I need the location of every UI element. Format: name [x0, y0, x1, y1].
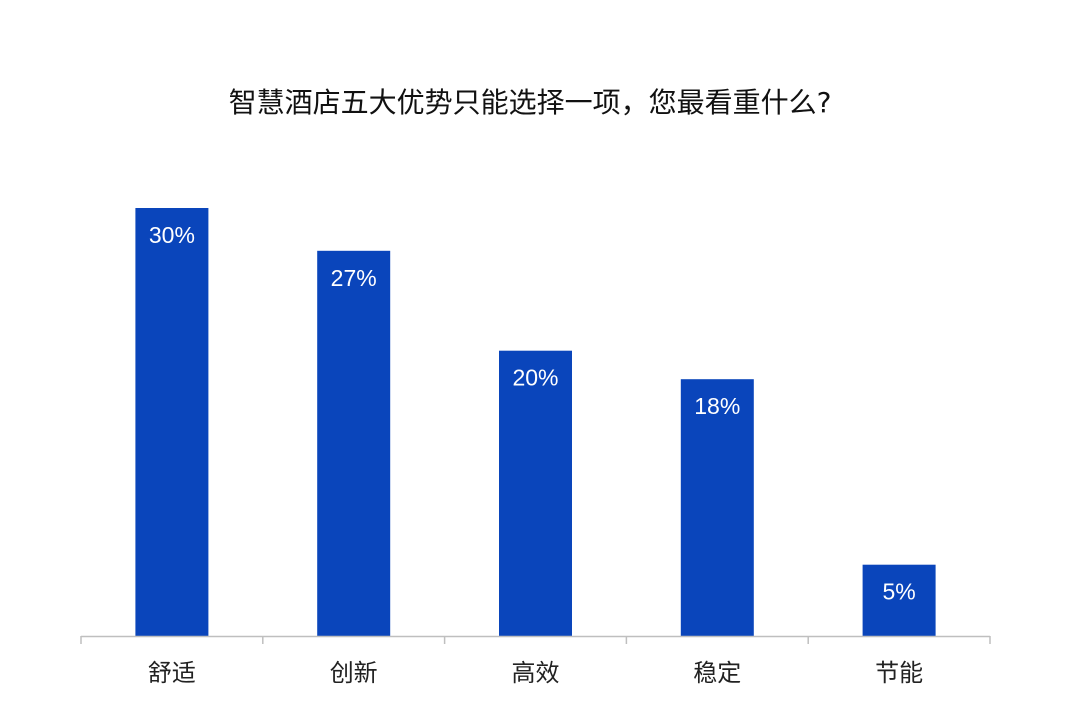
bar-4	[680, 379, 754, 636]
bars-group: 30% 27% 20% 18% 5%	[135, 208, 936, 637]
x-axis	[80, 635, 991, 644]
data-label-3: 20%	[512, 365, 558, 391]
category-label-2: 创新	[330, 659, 378, 687]
data-label-5: 5%	[882, 579, 915, 605]
category-label-5: 节能	[875, 659, 923, 687]
category-label-1: 舒适	[148, 659, 196, 687]
bar-2	[317, 250, 391, 637]
bar-5	[862, 564, 936, 636]
chart-title: 智慧酒店五大优势只能选择一项，您最看重什么?	[229, 86, 832, 119]
category-label-3: 高效	[512, 659, 560, 687]
category-label-4: 稳定	[693, 659, 741, 687]
bar-1	[135, 208, 209, 636]
data-label-2: 27%	[331, 265, 377, 291]
data-label-1: 30%	[149, 222, 195, 248]
data-label-4: 18%	[694, 393, 740, 419]
category-labels: 舒适 创新 高效 稳定 节能	[148, 659, 923, 687]
bar-3	[499, 350, 572, 636]
